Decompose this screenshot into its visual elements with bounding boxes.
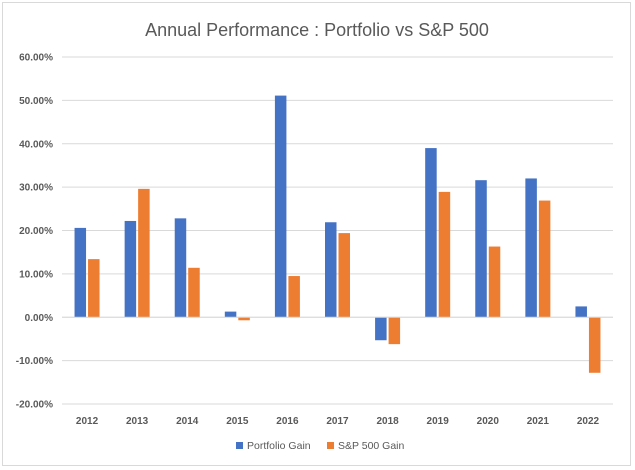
- y-axis-ticks: -20.00% -10.00% 0.00% 10.00% 20.00% 30.00% 40.…: [16, 53, 53, 411]
- bar-sp500-2014: [188, 267, 200, 318]
- bar-sp500-2019: [438, 191, 451, 318]
- bar-portfolio-2014: [174, 218, 187, 318]
- y-tick-label: 20.00%: [19, 226, 53, 237]
- bar-sp500-2013: [138, 188, 150, 318]
- y-tick-label: -10.00%: [16, 356, 53, 367]
- x-tick-label: 2019: [427, 416, 450, 427]
- bar-sp500-2012: [88, 259, 100, 318]
- bar-sp500-2016: [288, 276, 300, 318]
- y-tick-label: -20.00%: [16, 400, 53, 411]
- y-tick-label: 50.00%: [19, 96, 53, 107]
- bar-portfolio-2016: [274, 95, 287, 318]
- x-tick-label: 2017: [326, 416, 349, 427]
- legend-swatch-sp500: [327, 442, 334, 449]
- bar-portfolio-2017: [325, 222, 337, 318]
- legend-swatch-portfolio: [236, 442, 243, 449]
- legend-label-portfolio: Portfolio Gain: [247, 440, 311, 452]
- x-tick-label: 2018: [376, 416, 399, 427]
- x-tick-label: 2013: [126, 416, 149, 427]
- bar-portfolio-2015: [224, 311, 237, 318]
- y-tick-label: 40.00%: [19, 139, 53, 150]
- bar-sp500-2015: [238, 317, 250, 321]
- gridlines: [62, 56, 613, 405]
- y-tick-label: 30.00%: [19, 183, 53, 194]
- x-tick-label: 2014: [176, 416, 199, 427]
- bar-portfolio-2020: [475, 180, 487, 318]
- chart-title: Annual Performance : Portfolio vs S&P 50…: [145, 20, 489, 40]
- bar-sp500-2017: [338, 233, 350, 318]
- bar-sp500-2021: [538, 200, 551, 318]
- bar-portfolio-2018: [375, 317, 387, 341]
- x-tick-label: 2012: [76, 416, 99, 427]
- x-axis-ticks: 2012 2013 2014 2015 2016 2017 2018 2019 2020 2021…: [76, 416, 600, 427]
- y-tick-label: 60.00%: [19, 53, 53, 64]
- x-tick-label: 2015: [226, 416, 249, 427]
- bar-portfolio-2012: [74, 227, 87, 318]
- legend-label-sp500: S&P 500 Gain: [338, 440, 405, 452]
- x-tick-label: 2020: [477, 416, 500, 427]
- y-tick-label: 0.00%: [25, 313, 53, 324]
- bar-portfolio-2019: [425, 148, 437, 318]
- legend: Portfolio Gain S&P 500 Gain: [236, 440, 405, 452]
- bar-sp500-2022: [588, 317, 601, 373]
- bars: [74, 95, 601, 373]
- bar-portfolio-2022: [575, 306, 587, 318]
- x-tick-label: 2021: [527, 416, 550, 427]
- bar-sp500-2018: [388, 317, 401, 345]
- x-tick-label: 2022: [577, 416, 600, 427]
- y-tick-label: 10.00%: [19, 269, 53, 280]
- bar-sp500-2020: [488, 246, 501, 318]
- x-tick-label: 2016: [276, 416, 299, 427]
- bar-portfolio-2013: [124, 220, 137, 318]
- bar-portfolio-2021: [525, 178, 537, 318]
